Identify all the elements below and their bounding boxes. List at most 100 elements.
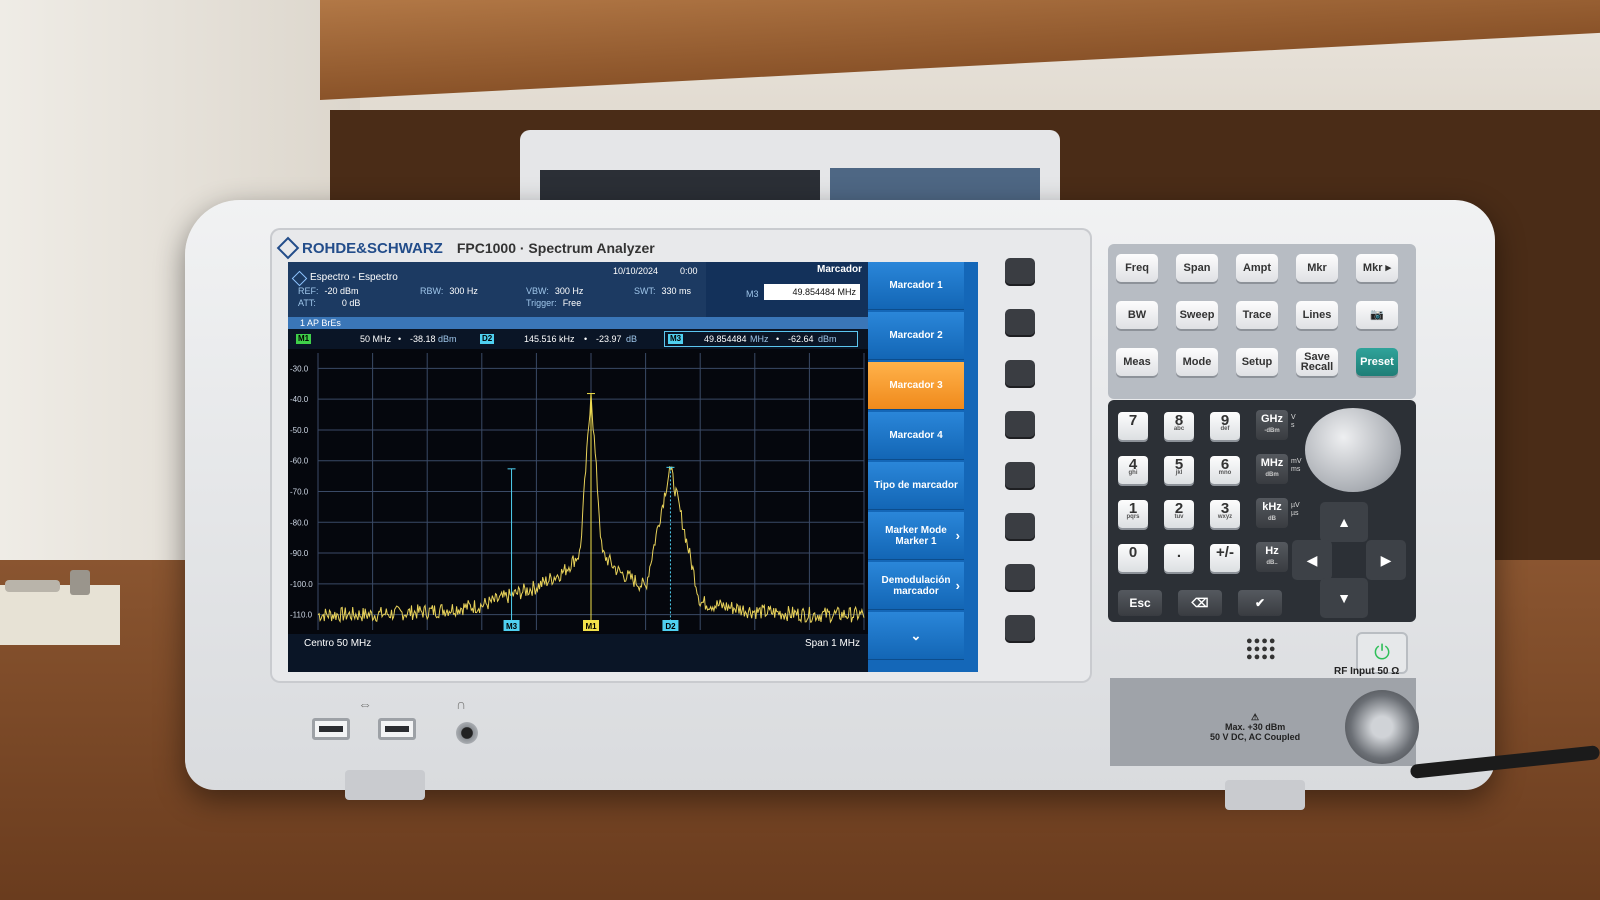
arrow-left-button[interactable]: ◀ — [1292, 540, 1332, 580]
key-save-recall[interactable]: Save Recall — [1296, 348, 1338, 376]
key-span[interactable]: Span — [1176, 254, 1218, 282]
digit-key-6[interactable]: 6 mno — [1210, 456, 1240, 484]
usb-port-2[interactable] — [378, 718, 416, 740]
analyzer-screen: Espectro - Espectro 10/10/2024 0:00 REF:… — [288, 262, 978, 672]
app-grid-icon[interactable]: ●●●● ●●●● ●●●● — [1246, 635, 1277, 663]
softkey-menu: Marcador 1 Marcador 2 Marcador 3 Marcador 4… — [868, 262, 978, 672]
model-name: FPC1000 · Spectrum Analyzer — [456, 240, 655, 256]
softkey-2[interactable]: Marcador 2 — [868, 312, 964, 360]
digit-label: . — [1176, 544, 1182, 561]
key-ampt[interactable]: Ampt — [1236, 254, 1278, 282]
unit-sub-label: dB — [1268, 516, 1276, 522]
att-value: 0 dB — [341, 298, 361, 308]
coupling-text: 50 V DC, AC Coupled — [1210, 732, 1301, 742]
digit-key-dot[interactable]: . — [1164, 544, 1194, 572]
sweep-time-setting[interactable]: SWT: 330 ms — [634, 286, 691, 296]
key-lines[interactable]: Lines — [1296, 301, 1338, 329]
digit-key-2[interactable]: 2 tuv — [1164, 500, 1194, 528]
digit-label: 7 — [1128, 412, 1138, 429]
digit-label: 9 — [1220, 412, 1230, 429]
digit-key-sign[interactable]: +/- — [1210, 544, 1240, 572]
softkey-hardware-button-1[interactable] — [1005, 258, 1035, 286]
softkey-more[interactable]: ⌄ — [868, 612, 964, 660]
unit-key-hz[interactable]: Hz dB.. — [1256, 542, 1288, 572]
enter-button[interactable]: ✔ — [1238, 590, 1282, 616]
rf-input-label: RF Input 50 Ω — [1334, 666, 1400, 677]
measurement-title[interactable]: Espectro - Espectro — [310, 272, 398, 283]
key-setup[interactable]: Setup — [1236, 348, 1278, 376]
softkey-4[interactable]: Marcador 4 — [868, 412, 964, 460]
softkey-hardware-button-3[interactable] — [1005, 360, 1035, 388]
trace-info-bar[interactable]: 1 AP BrEs — [288, 317, 868, 329]
vbw-trigger-settings[interactable]: VBW: 300 Hz Trigger: Free — [526, 286, 583, 308]
softkey-1[interactable]: Marcador 1 — [868, 262, 964, 310]
rf-input-connector[interactable] — [1345, 690, 1419, 764]
backspace-button[interactable]: ⌫ — [1178, 590, 1222, 616]
digit-key-5[interactable]: 5 jkl — [1164, 456, 1194, 484]
unit-key-khz[interactable]: kHz dB — [1256, 498, 1288, 528]
marker-readout-bar: M1 50 MHz • -38.18 dBm D2 145.516 kHz • … — [288, 329, 868, 349]
unit-key-ghz[interactable]: GHz -dBm — [1256, 410, 1288, 440]
escape-button[interactable]: Esc — [1118, 590, 1162, 616]
digit-key-4[interactable]: 4 ghi — [1118, 456, 1148, 484]
ref-att-settings[interactable]: REF: -20 dBm ATT: 0 dB — [298, 286, 360, 308]
m1-badge: M1 — [296, 334, 312, 344]
key-freq[interactable]: Freq — [1116, 254, 1158, 282]
device-foot-right — [1225, 780, 1305, 810]
rbw-setting[interactable]: RBW: 300 Hz — [420, 286, 478, 296]
trace-label: 1 AP BrEs — [300, 318, 341, 328]
softkey-hardware-button-4[interactable] — [1005, 411, 1035, 439]
digit-key-3[interactable]: 3 wxyz — [1210, 500, 1240, 528]
power-button[interactable]: ⏻ — [1356, 632, 1408, 674]
softkey-hardware-button-7[interactable] — [1005, 564, 1035, 592]
y-tick-label: -70.0 — [290, 488, 309, 497]
unit-label: GHz — [1261, 413, 1283, 425]
softkey-hardware-button-5[interactable] — [1005, 462, 1035, 490]
screenshot-camera-button[interactable]: 📷 — [1356, 301, 1398, 329]
key-bw[interactable]: BW — [1116, 301, 1158, 329]
digit-key-1[interactable]: 1 pqrs — [1118, 500, 1148, 528]
digit-label: 2 — [1174, 500, 1184, 517]
marker-flag-d2 — [662, 620, 679, 631]
brand-strip: ROHDE&SCHWARZ FPC1000 · Spectrum Analyze… — [276, 232, 670, 264]
vbw-label: VBW: — [526, 286, 549, 296]
m3-frequency-input[interactable]: 49.854484 MHz — [764, 284, 860, 300]
arrow-right-button[interactable]: ▶ — [1366, 540, 1406, 580]
unit-side-label: µV µs — [1291, 502, 1300, 517]
key-preset[interactable]: Preset — [1356, 348, 1398, 376]
span-readout[interactable]: Span 1 MHz — [804, 638, 860, 649]
center-frequency[interactable]: Centro 50 MHz — [304, 638, 372, 649]
y-tick-label: -50.0 — [290, 426, 309, 435]
usb-port-1[interactable] — [312, 718, 350, 740]
softkey-hardware-button-6[interactable] — [1005, 513, 1035, 541]
unit-key-mhz[interactable]: MHz dBm — [1256, 454, 1288, 484]
softkey-5[interactable]: Tipo de marcador — [868, 462, 964, 510]
key-mkr[interactable]: Mkr ▸ — [1356, 254, 1398, 282]
key-mkr[interactable]: Mkr — [1296, 254, 1338, 282]
softkey-7[interactable]: Demodulación marcador › — [868, 562, 964, 610]
digit-key-7[interactable]: 7 — [1118, 412, 1148, 440]
arrow-up-icon: ▲ — [1337, 514, 1351, 530]
digit-label: 8 — [1174, 412, 1184, 429]
softkey-hardware-button-2[interactable] — [1005, 309, 1035, 337]
key-mode[interactable]: Mode — [1176, 348, 1218, 376]
headphone-icon: ∩ — [456, 696, 467, 712]
letters-label: mno — [1218, 470, 1232, 476]
digit-key-8[interactable]: 8 abc — [1164, 412, 1194, 440]
key-meas[interactable]: Meas — [1116, 348, 1158, 376]
m3-level: -62.64 — [788, 334, 814, 344]
key-sweep[interactable]: Sweep — [1176, 301, 1218, 329]
arrow-down-button[interactable]: ▼ — [1320, 578, 1368, 618]
spectrum-plot[interactable]: -30.0 -40.0 -50.0 -60.0 -70.0 -80.0 -90.0 -100.… — [288, 349, 868, 634]
softkey-3[interactable]: Marcador 3 — [868, 362, 964, 410]
headphone-jack[interactable] — [456, 722, 478, 744]
y-tick-label: -110.0 — [290, 611, 313, 620]
key-trace[interactable]: Trace — [1236, 301, 1278, 329]
softkey-hardware-button-8[interactable] — [1005, 615, 1035, 643]
arrow-up-button[interactable]: ▲ — [1320, 502, 1368, 542]
rotary-knob[interactable] — [1305, 408, 1401, 492]
digit-key-0[interactable]: 0 — [1118, 544, 1148, 572]
digit-label: 3 — [1220, 500, 1230, 517]
digit-key-9[interactable]: 9 def — [1210, 412, 1240, 440]
softkey-6[interactable]: Marker Mode Marker 1 › — [868, 512, 964, 560]
